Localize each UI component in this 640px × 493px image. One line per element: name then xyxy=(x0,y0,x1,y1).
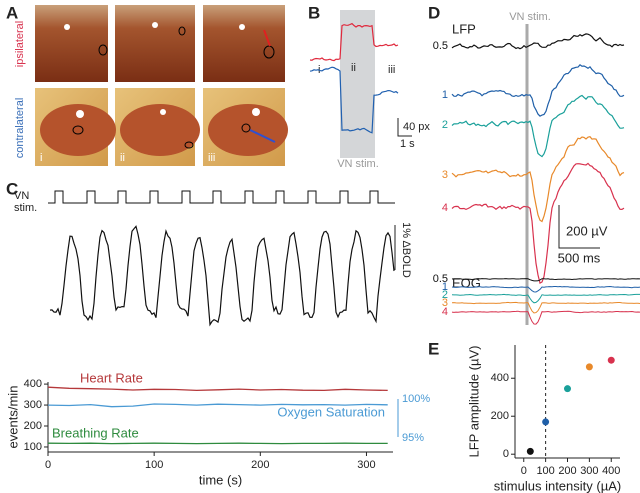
y-axis-label: LFP amplitude (µV) xyxy=(466,345,481,457)
trace xyxy=(451,94,625,158)
x-tick-label: 300 xyxy=(580,465,598,477)
stim-label: stim. xyxy=(14,202,37,214)
phase-label: ii xyxy=(351,62,356,74)
level-label: 1 xyxy=(442,281,448,293)
x-tick-label: 200 xyxy=(558,465,576,477)
level-label: 4 xyxy=(442,306,448,318)
level-label: 2 xyxy=(442,119,448,131)
panel-label: A xyxy=(6,3,18,22)
column-label: i xyxy=(40,152,42,164)
column-label: ii xyxy=(120,152,125,164)
y-tick-label: 100 xyxy=(24,441,42,453)
x-tick-label: 100 xyxy=(145,459,163,471)
series-label: Heart Rate xyxy=(80,371,143,386)
trace xyxy=(451,63,625,117)
scale-label: 1% ΔBOLD xyxy=(400,222,412,278)
trace xyxy=(309,22,399,62)
scale-bar xyxy=(397,118,412,137)
y-tick-label: 0 xyxy=(503,448,509,460)
level-label: 3 xyxy=(442,169,448,181)
x-tick-label: 300 xyxy=(357,459,375,471)
point xyxy=(542,418,550,426)
point xyxy=(607,356,615,364)
trace xyxy=(451,162,625,285)
x-tick-label: 400 xyxy=(602,465,620,477)
panel-label: B xyxy=(308,3,320,22)
trace xyxy=(451,136,625,223)
stim-trace xyxy=(48,190,395,204)
trace xyxy=(451,278,640,282)
y-tick-label: 400 xyxy=(24,378,42,390)
scale-bar xyxy=(558,205,600,249)
scale-label: 1 s xyxy=(400,138,415,150)
x-tick-label: 100 xyxy=(536,465,554,477)
trace xyxy=(451,285,640,293)
point xyxy=(585,363,593,371)
column-label: iii xyxy=(208,152,215,164)
phase-label: iii xyxy=(388,64,395,76)
x-axis-label: time (s) xyxy=(199,472,242,487)
series-line xyxy=(47,403,388,408)
series-line xyxy=(47,386,388,392)
stim-label: VN stim. xyxy=(509,11,551,23)
stim-window xyxy=(340,10,375,158)
x-tick-label: 0 xyxy=(521,465,527,477)
level-label: 4 xyxy=(442,202,448,214)
panel-label: C xyxy=(6,179,18,198)
scale-label: 40 px xyxy=(403,121,430,133)
trace xyxy=(451,301,640,314)
level-label: 0.5 xyxy=(433,273,448,285)
point xyxy=(564,385,571,393)
row-label: ipsilateral xyxy=(14,21,26,67)
row-label: contralateral xyxy=(14,98,26,159)
y-tick-label: 400 xyxy=(491,372,509,384)
x-axis-label: stimulus intensity (µA) xyxy=(494,478,621,493)
y-tick-label: 200 xyxy=(491,410,509,422)
section-label: LFP xyxy=(452,21,476,36)
scale-label: 200 µV xyxy=(566,223,608,238)
o2-scale-label: 100% xyxy=(402,393,430,405)
x-tick-label: 0 xyxy=(45,459,51,471)
panel-label: E xyxy=(428,339,439,358)
trace xyxy=(309,66,399,134)
series-label: Oxygen Saturation xyxy=(277,404,385,419)
y-tick-label: 200 xyxy=(24,420,42,432)
trace xyxy=(451,293,640,304)
y-tick-label: 300 xyxy=(24,399,42,411)
trace xyxy=(451,33,625,50)
trace xyxy=(49,225,395,327)
level-label: 0.5 xyxy=(433,40,448,52)
level-label: 3 xyxy=(442,297,448,309)
level-label: 1 xyxy=(442,89,448,101)
stim-label: VN stim. xyxy=(337,158,379,170)
photos xyxy=(35,5,288,166)
scale-label: 500 ms xyxy=(558,250,601,265)
point xyxy=(526,447,534,455)
panel-label: D xyxy=(428,3,440,22)
level-label: 2 xyxy=(442,289,448,301)
section-label: EOG xyxy=(452,275,481,290)
trace xyxy=(451,310,640,325)
stim-label: VN xyxy=(14,190,29,202)
x-tick-label: 200 xyxy=(251,459,269,471)
y-axis-label: events/min xyxy=(5,386,20,449)
series-label: Breathing Rate xyxy=(52,426,139,441)
o2-scale-label: 95% xyxy=(402,432,424,444)
